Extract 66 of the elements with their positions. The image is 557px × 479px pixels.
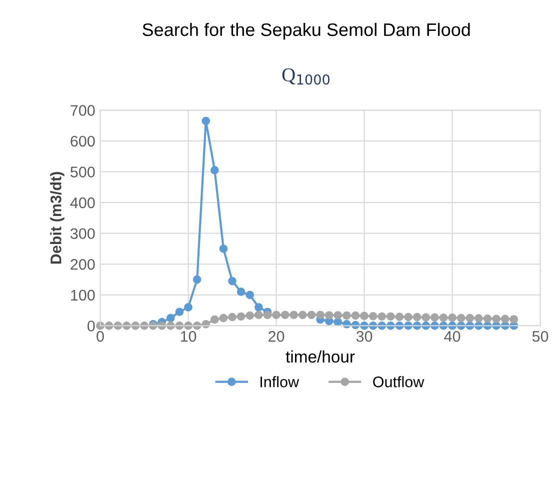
point	[228, 276, 236, 286]
point	[202, 116, 210, 126]
legend-label: Inflow	[260, 376, 300, 388]
point	[210, 166, 219, 174]
point	[184, 303, 192, 312]
y-tick-label: 0	[88, 320, 95, 332]
y-tick-label: 100	[71, 290, 95, 301]
point	[412, 312, 422, 322]
y-tick-label: 600	[70, 136, 95, 147]
y-tick-label: 500	[70, 166, 95, 178]
point	[228, 312, 236, 322]
point	[316, 310, 324, 320]
point	[280, 310, 290, 320]
point	[430, 313, 439, 322]
point	[342, 311, 351, 320]
chart-subtitle: Q$_{1000}$	[282, 68, 330, 85]
point	[456, 314, 466, 322]
point	[175, 308, 184, 316]
point	[298, 310, 307, 320]
point	[422, 313, 430, 322]
point	[254, 310, 263, 320]
point	[439, 314, 448, 322]
point	[263, 310, 272, 320]
point	[510, 315, 518, 324]
point	[368, 312, 378, 320]
point	[351, 311, 360, 320]
point	[448, 314, 456, 322]
x-tick-label: 50	[532, 330, 548, 342]
point	[210, 315, 219, 324]
point	[236, 312, 246, 321]
point	[386, 312, 395, 321]
x-tick-label: 10	[180, 330, 196, 342]
x-tick-label: 40	[444, 330, 460, 342]
point	[236, 288, 246, 296]
point	[166, 314, 175, 322]
y-tick-label: 200	[70, 259, 95, 270]
point	[290, 310, 298, 320]
x-tick-label: 20	[268, 330, 284, 342]
point	[246, 290, 254, 300]
point	[246, 311, 254, 320]
point	[334, 311, 342, 320]
point	[483, 314, 492, 323]
point	[307, 310, 316, 320]
point	[474, 314, 483, 322]
point	[254, 303, 263, 312]
point	[466, 314, 474, 322]
y-axis-title: Debit (m3/dt)	[50, 172, 64, 264]
point	[378, 312, 386, 321]
x-axis-title: time/hour	[286, 350, 355, 363]
chart-title: Search for the Sepaku Semol Dam Flood	[142, 22, 470, 40]
point	[192, 275, 202, 284]
point	[272, 310, 280, 320]
point	[492, 314, 500, 324]
y-tick-label: 400	[70, 197, 95, 208]
point	[324, 311, 334, 320]
point	[360, 312, 368, 320]
point	[395, 312, 404, 321]
point	[404, 312, 412, 322]
x-tick-label: 30	[356, 330, 372, 342]
y-tick-label: 700	[70, 105, 95, 116]
legend-label: Outflow	[373, 376, 424, 388]
point	[500, 314, 510, 324]
x-tick-label: 0	[96, 330, 104, 342]
point	[219, 314, 228, 322]
y-tick-label: 300	[70, 228, 95, 240]
point	[219, 244, 228, 253]
